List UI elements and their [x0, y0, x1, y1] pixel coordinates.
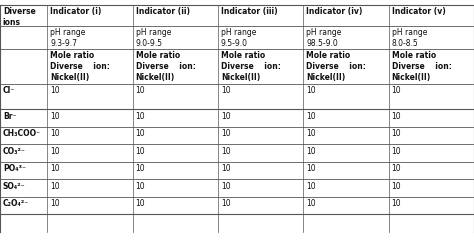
Text: 10: 10: [50, 147, 60, 156]
Text: 10: 10: [136, 164, 145, 173]
Text: 10: 10: [392, 147, 401, 156]
Text: 10: 10: [306, 86, 316, 95]
Text: 10: 10: [221, 199, 230, 208]
Text: 10: 10: [136, 86, 145, 95]
Text: Mole ratio
Diverse    ion:
Nickel(II): Mole ratio Diverse ion: Nickel(II): [306, 51, 366, 82]
Text: 10: 10: [221, 129, 230, 138]
Text: Mole ratio
Diverse    ion:
Nickel(II): Mole ratio Diverse ion: Nickel(II): [392, 51, 451, 82]
Text: pH range
9.3-9.7: pH range 9.3-9.7: [50, 28, 86, 48]
Text: Mole ratio
Diverse    ion:
Nickel(II): Mole ratio Diverse ion: Nickel(II): [221, 51, 281, 82]
Text: 10: 10: [306, 147, 316, 156]
Text: Mole ratio
Diverse    ion:
Nickel(II): Mole ratio Diverse ion: Nickel(II): [136, 51, 195, 82]
Text: 10: 10: [392, 164, 401, 173]
Text: 10: 10: [306, 182, 316, 191]
Text: 10: 10: [136, 112, 145, 121]
Text: 10: 10: [306, 129, 316, 138]
Text: pH range
9.0-9.5: pH range 9.0-9.5: [136, 28, 171, 48]
Text: Indicator (ii): Indicator (ii): [136, 7, 190, 16]
Text: Br⁻: Br⁻: [3, 112, 16, 121]
Text: CH₃COO⁻: CH₃COO⁻: [3, 129, 41, 138]
Text: 10: 10: [50, 129, 60, 138]
Text: CO₃²⁻: CO₃²⁻: [3, 147, 26, 156]
Text: 10: 10: [392, 129, 401, 138]
Text: Diverse
ions: Diverse ions: [3, 7, 36, 27]
Text: pH range
98.5-9.0: pH range 98.5-9.0: [306, 28, 342, 48]
Text: Indicator (iv): Indicator (iv): [306, 7, 363, 16]
Text: 10: 10: [136, 182, 145, 191]
Text: C₂O₄²⁻: C₂O₄²⁻: [3, 199, 29, 208]
Text: Cl⁻: Cl⁻: [3, 86, 15, 95]
Text: pH range
8.0-8.5: pH range 8.0-8.5: [392, 28, 427, 48]
Text: SO₄²⁻: SO₄²⁻: [3, 182, 26, 191]
Text: 10: 10: [50, 182, 60, 191]
Text: 10: 10: [306, 199, 316, 208]
Text: 10: 10: [136, 199, 145, 208]
Text: PO₄³⁻: PO₄³⁻: [3, 164, 26, 173]
Text: 10: 10: [306, 112, 316, 121]
Text: Indicator (iii): Indicator (iii): [221, 7, 277, 16]
Text: 10: 10: [136, 147, 145, 156]
Text: 10: 10: [136, 129, 145, 138]
Text: 10: 10: [221, 112, 230, 121]
Text: 10: 10: [392, 199, 401, 208]
Text: 10: 10: [50, 86, 60, 95]
Text: 10: 10: [392, 182, 401, 191]
Text: 10: 10: [306, 164, 316, 173]
Text: Indicator (i): Indicator (i): [50, 7, 101, 16]
Text: 10: 10: [221, 164, 230, 173]
Text: 10: 10: [221, 86, 230, 95]
Text: Indicator (v): Indicator (v): [392, 7, 445, 16]
Text: Mole ratio
Diverse    ion:
Nickel(II): Mole ratio Diverse ion: Nickel(II): [50, 51, 110, 82]
Text: 10: 10: [221, 147, 230, 156]
Text: pH range
9.5-9.0: pH range 9.5-9.0: [221, 28, 256, 48]
Text: 10: 10: [392, 86, 401, 95]
Text: 10: 10: [50, 199, 60, 208]
Text: 10: 10: [392, 112, 401, 121]
Text: 10: 10: [50, 112, 60, 121]
Text: 10: 10: [50, 164, 60, 173]
Text: 10: 10: [221, 182, 230, 191]
